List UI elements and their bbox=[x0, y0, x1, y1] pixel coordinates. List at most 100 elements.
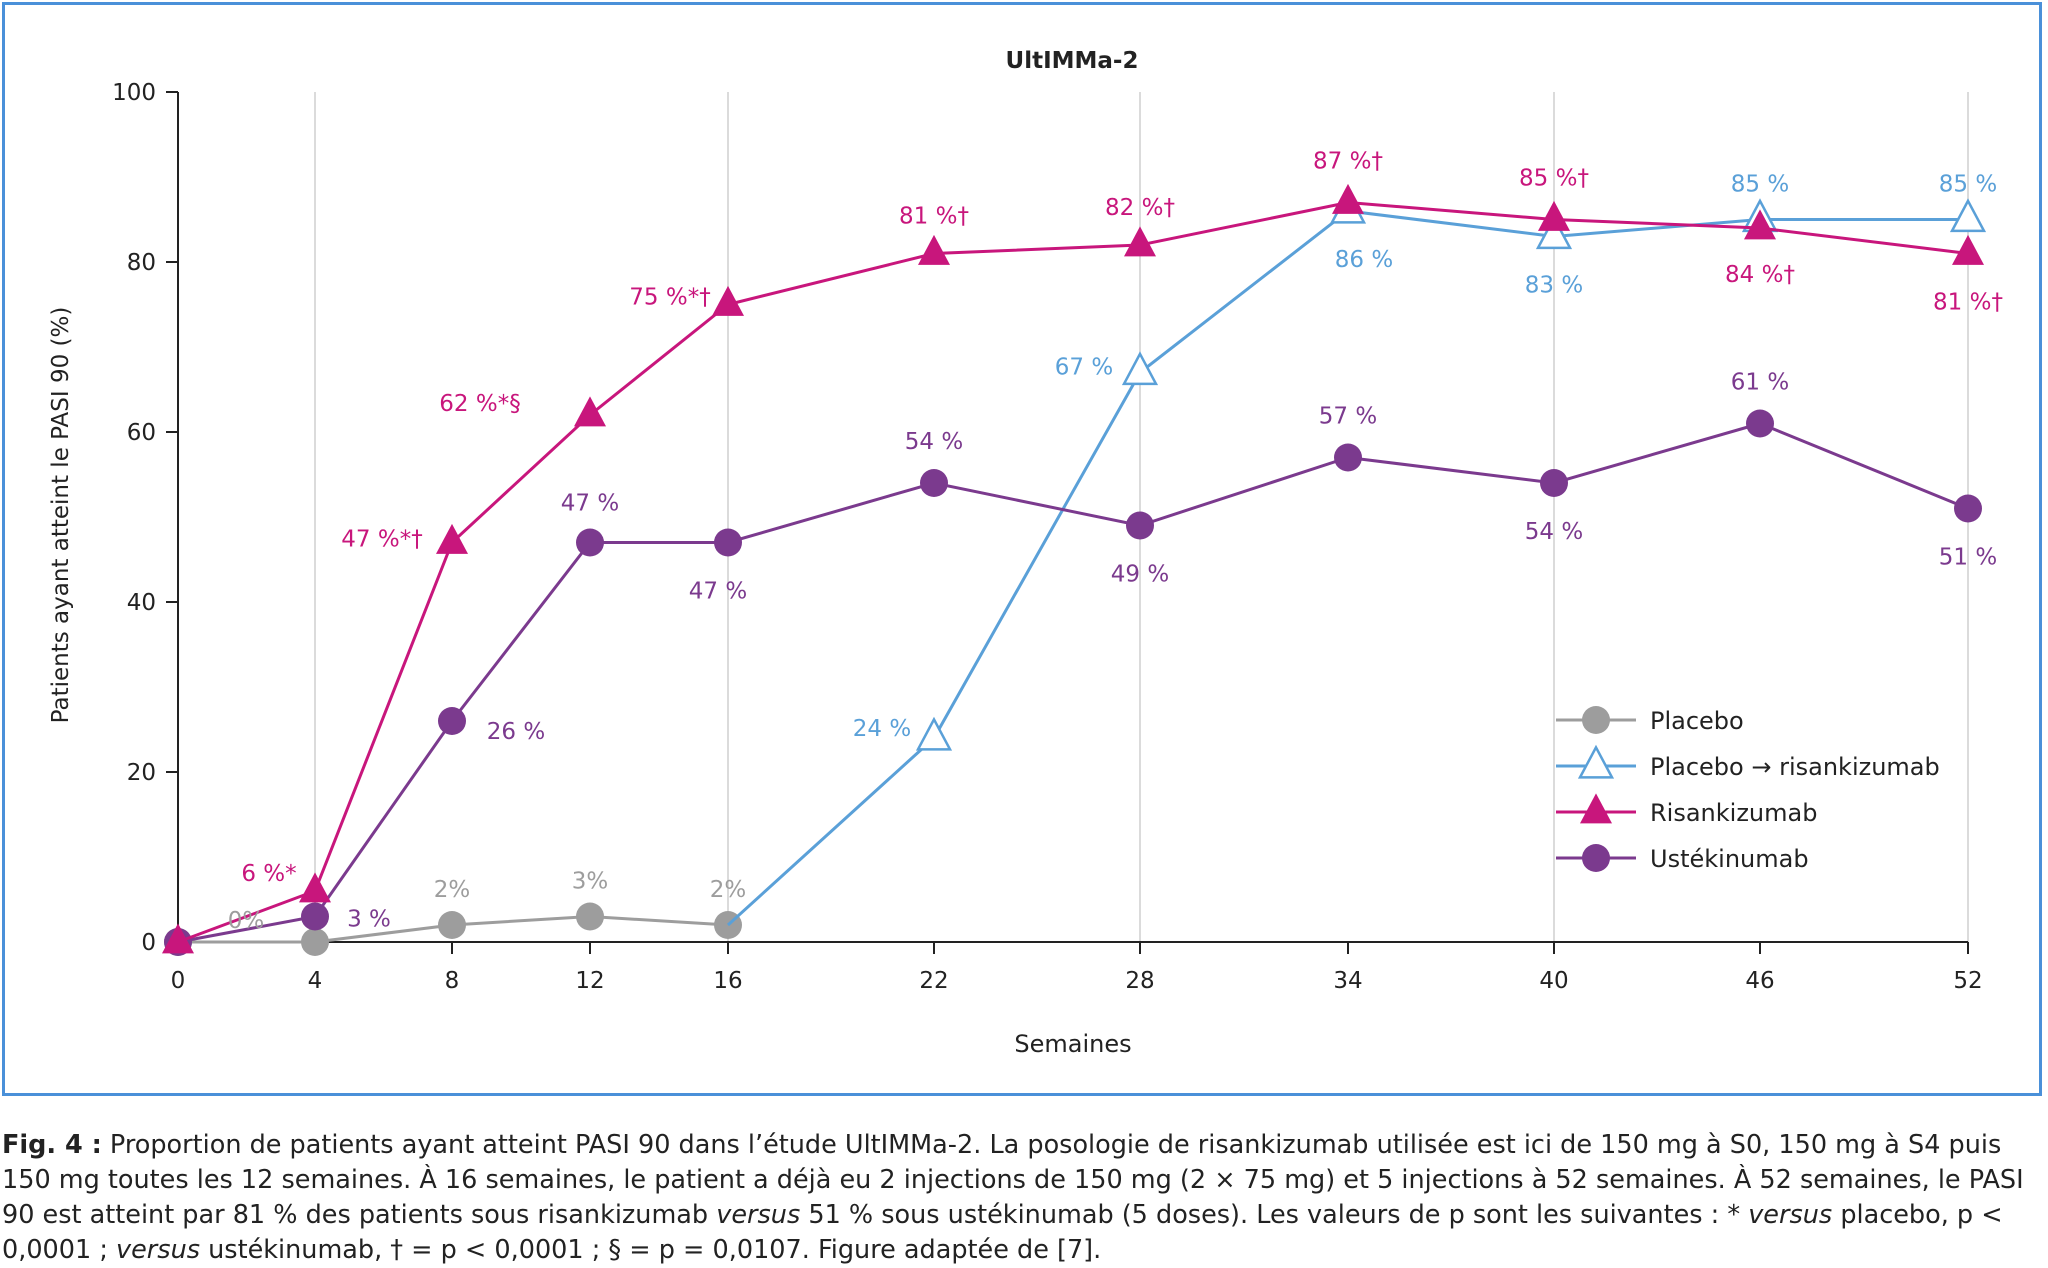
chart-title: UltIMMa-2 bbox=[1006, 48, 1139, 74]
data-labels: 0% 2% 3% 2% 24 % 67 % 86 % 83 % 85 % 85 % 6 %* 47 %… bbox=[228, 149, 2003, 935]
y-tick-label: 60 bbox=[127, 420, 156, 446]
data-label: 2% bbox=[710, 877, 747, 903]
data-point bbox=[1746, 409, 1774, 438]
data-point bbox=[299, 872, 331, 903]
data-label: 87 %† bbox=[1313, 149, 1383, 175]
data-label: 49 % bbox=[1111, 562, 1169, 588]
data-point bbox=[1540, 469, 1568, 497]
data-point bbox=[1954, 494, 1982, 523]
caption-label: Fig. 4 : bbox=[2, 1130, 102, 1160]
data-point bbox=[436, 523, 468, 554]
legend-label: Risankizumab bbox=[1650, 799, 1817, 827]
chart-frame bbox=[2, 2, 2042, 1096]
data-point bbox=[576, 528, 604, 557]
data-point bbox=[162, 923, 194, 954]
data-label: 0% bbox=[228, 908, 265, 934]
caption-versus-1: versus bbox=[716, 1200, 801, 1230]
x-tick-label: 0 bbox=[171, 968, 186, 994]
legend-marker bbox=[1577, 744, 1615, 779]
data-label: 62 %*§ bbox=[439, 391, 520, 417]
y-axis-label: Patients ayant atteint le PASI 90 (%) bbox=[48, 307, 74, 724]
data-label: 86 % bbox=[1335, 247, 1393, 273]
caption-versus-3: versus bbox=[116, 1235, 201, 1265]
data-point bbox=[1535, 215, 1573, 250]
x-tick-label: 16 bbox=[713, 968, 742, 994]
data-point bbox=[1949, 198, 1987, 233]
caption-text-1: Proportion de patients ayant atteint PAS… bbox=[2, 1130, 2024, 1230]
y-tick-label: 20 bbox=[127, 760, 156, 786]
data-label: 2% bbox=[434, 877, 471, 903]
data-label: 3 % bbox=[347, 907, 391, 933]
data-point bbox=[1124, 226, 1156, 257]
data-label: 67 % bbox=[1055, 355, 1113, 381]
data-label: 47 % bbox=[561, 491, 619, 517]
data-point bbox=[714, 528, 742, 557]
data-label: 26 % bbox=[487, 719, 545, 745]
data-point bbox=[1744, 209, 1776, 240]
data-label: 84 %† bbox=[1725, 262, 1795, 288]
data-point bbox=[1952, 234, 1984, 265]
x-tick-label: 46 bbox=[1745, 968, 1774, 994]
data-label: 3% bbox=[572, 869, 609, 895]
data-label: 57 % bbox=[1319, 404, 1377, 430]
legend-marker bbox=[1580, 793, 1612, 824]
y-tick-label: 40 bbox=[127, 590, 156, 616]
data-label: 85 % bbox=[1731, 172, 1789, 198]
data-point bbox=[438, 707, 466, 735]
x-tick-label: 40 bbox=[1539, 968, 1568, 994]
data-point bbox=[1334, 443, 1362, 472]
x-tick-label: 22 bbox=[919, 968, 948, 994]
data-point bbox=[301, 902, 329, 931]
caption-text-4: ustékinumab, † = p < 0,0001 ; § = p = 0,… bbox=[200, 1235, 1102, 1265]
legend-label: Ustékinumab bbox=[1650, 845, 1809, 873]
axes: 0 20 40 60 80 100 0 4 8 12 16 22 28 34 40 46 52 bbox=[112, 80, 1983, 994]
data-label: 54 % bbox=[1525, 519, 1583, 545]
data-label: 47 %*† bbox=[341, 527, 422, 553]
data-label: 6 %* bbox=[241, 861, 296, 887]
data-point bbox=[918, 234, 950, 265]
data-label: 85 % bbox=[1939, 172, 1997, 198]
figure-caption: Fig. 4 : Proportion de patients ayant at… bbox=[2, 1128, 2046, 1268]
data-point bbox=[1126, 511, 1154, 540]
data-label: 47 % bbox=[689, 579, 747, 605]
series-group bbox=[162, 183, 1987, 956]
data-label: 81 %† bbox=[1933, 290, 2003, 316]
data-point bbox=[438, 911, 466, 939]
data-label: 61 % bbox=[1731, 370, 1789, 396]
x-axis-label: Semaines bbox=[1014, 1030, 1131, 1058]
data-label: 82 %† bbox=[1105, 195, 1175, 221]
data-point bbox=[712, 285, 744, 316]
x-tick-label: 52 bbox=[1953, 968, 1982, 994]
y-tick-label: 100 bbox=[112, 80, 156, 106]
x-tick-label: 12 bbox=[575, 968, 604, 994]
data-point bbox=[920, 469, 948, 497]
legend-label: Placebo → risankizumab bbox=[1650, 753, 1940, 781]
legend: Placebo Placebo → risankizumab Risankizuma… bbox=[1556, 706, 1940, 873]
caption-text-3: placebo, p < 0,0001 ; bbox=[2, 1200, 2003, 1265]
y-tick-label: 80 bbox=[127, 250, 156, 276]
caption-text-2: 51 % sous ustékinumab (5 doses). Les val… bbox=[800, 1200, 1749, 1230]
data-label: 83 % bbox=[1525, 273, 1583, 299]
x-tick-label: 4 bbox=[308, 968, 323, 994]
data-label: 85 %† bbox=[1519, 166, 1589, 192]
x-tick-label: 8 bbox=[445, 968, 460, 994]
data-point bbox=[576, 902, 604, 931]
y-tick-label: 0 bbox=[141, 930, 156, 956]
data-point bbox=[1121, 351, 1159, 386]
data-point bbox=[915, 716, 953, 751]
legend-marker bbox=[1582, 706, 1610, 734]
series-line-2 bbox=[177, 200, 1969, 944]
caption-versus-2: versus bbox=[1748, 1200, 1833, 1230]
data-label: 51 % bbox=[1939, 545, 1997, 571]
data-point bbox=[574, 396, 606, 427]
line-chart: UltIMMa-2 0 20 40 60 80 100 0 4 8 12 16 22 28 34 40 46 5… bbox=[48, 48, 2003, 1058]
data-label: 54 % bbox=[905, 429, 963, 455]
x-tick-label: 34 bbox=[1333, 968, 1362, 994]
legend-marker bbox=[1582, 844, 1610, 872]
data-label: 24 % bbox=[853, 716, 911, 742]
data-point bbox=[1538, 200, 1570, 231]
legend-label: Placebo bbox=[1650, 707, 1744, 735]
data-point bbox=[301, 928, 329, 956]
data-label: 81 %† bbox=[899, 204, 969, 230]
x-tick-label: 28 bbox=[1125, 968, 1154, 994]
